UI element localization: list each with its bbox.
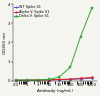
Line: Delta V. Spike S1: Delta V. Spike S1: [15, 7, 93, 82]
Alpha V. Spike S1: [48, 79, 49, 80]
WT Spike S1: [37, 79, 38, 81]
WT Spike S1: [80, 78, 81, 79]
WT Spike S1: [48, 79, 49, 80]
Delta V. Spike S1: [91, 7, 92, 9]
Line: WT Spike S1: WT Spike S1: [15, 77, 93, 81]
Alpha V. Spike S1: [27, 80, 28, 81]
Alpha V. Spike S1: [37, 79, 38, 81]
Y-axis label: OD450 nm: OD450 nm: [3, 31, 7, 53]
Alpha V. Spike S1: [58, 79, 60, 80]
WT Spike S1: [58, 79, 60, 80]
Delta V. Spike S1: [58, 77, 60, 78]
Alpha V. Spike S1: [70, 79, 71, 80]
Delta V. Spike S1: [27, 80, 28, 81]
Delta V. Spike S1: [48, 79, 49, 80]
Delta V. Spike S1: [80, 36, 81, 37]
Delta V. Spike S1: [37, 79, 38, 81]
WT Spike S1: [27, 80, 28, 81]
Alpha V. Spike S1: [16, 80, 17, 81]
Legend: WT Spike S1, Alpha V. Spike S1, Delta V. Spike S1: WT Spike S1, Alpha V. Spike S1, Delta V.…: [14, 5, 50, 19]
X-axis label: Antibody (ng/mL): Antibody (ng/mL): [37, 89, 73, 93]
WT Spike S1: [70, 79, 71, 80]
WT Spike S1: [16, 80, 17, 81]
Line: Alpha V. Spike S1: Alpha V. Spike S1: [15, 76, 93, 81]
Alpha V. Spike S1: [91, 77, 92, 78]
Alpha V. Spike S1: [80, 78, 81, 79]
Delta V. Spike S1: [16, 80, 17, 81]
Delta V. Spike S1: [70, 67, 71, 68]
WT Spike S1: [91, 78, 92, 79]
